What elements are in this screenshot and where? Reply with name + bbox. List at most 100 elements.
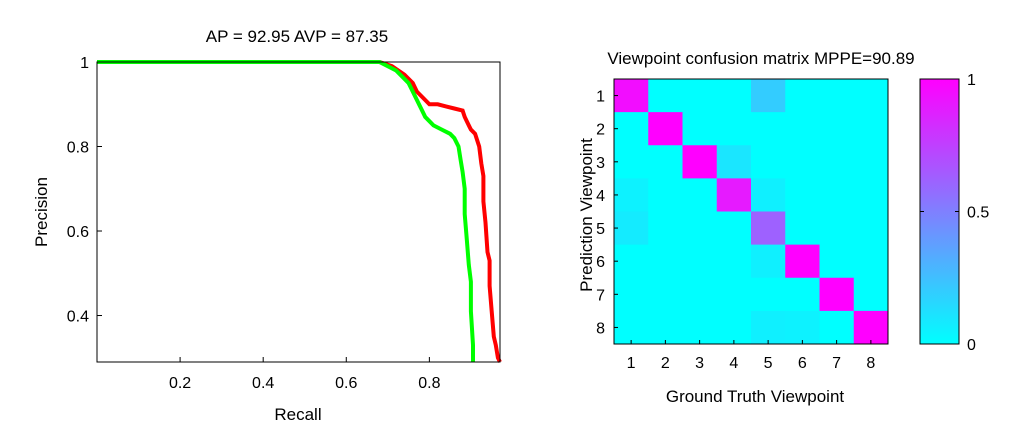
cm-cell [853, 244, 889, 279]
cm-y-tick-label: 2 [596, 122, 605, 139]
cm-cell [819, 244, 855, 279]
cm-y-tick-label: 3 [596, 155, 605, 172]
cm-x-tick-label: 6 [798, 355, 807, 372]
cm-cell [682, 145, 718, 179]
cm-cell [785, 112, 820, 146]
pr-y-tick-label: 0.8 [67, 140, 89, 157]
cm-cell [751, 112, 786, 146]
cm-cell [682, 244, 718, 279]
cm-cell [785, 79, 820, 113]
cm-cell [614, 145, 649, 179]
pr-x-tick-label: 0.4 [252, 375, 274, 392]
cm-cell [682, 277, 718, 312]
cm-cell [648, 244, 683, 279]
pr-series-lines [97, 60, 502, 363]
cm-x-tick-label: 3 [695, 355, 704, 372]
cm-x-tick-label: 8 [866, 355, 875, 372]
cm-cell [819, 310, 855, 345]
pr-chart-title: AP = 92.95 AVP = 87.35 [206, 27, 388, 46]
colorbar-tick-label: 1 [967, 72, 976, 89]
cm-cell [819, 112, 855, 146]
cm-cell [819, 211, 855, 246]
cm-cell [785, 211, 820, 246]
cm-plot-frame [613, 78, 889, 345]
cm-cell [648, 211, 683, 246]
colorbar-tick-label: 0.5 [967, 205, 989, 222]
cm-cell [648, 79, 683, 113]
cm-cell [614, 310, 649, 345]
cm-cell [819, 178, 855, 213]
cm-cell [614, 277, 649, 312]
pr-series-line-2 [97, 60, 475, 362]
cm-cell [751, 145, 786, 179]
cm-cell [853, 211, 889, 246]
cm-cell [716, 310, 752, 345]
pr-curve-chart: AP = 92.95 AVP = 87.35 0.2 0.4 0.6 0.8 0.40… [32, 27, 502, 424]
cm-cell [751, 277, 786, 312]
colorbar-gradient [919, 78, 960, 345]
cm-cell [682, 79, 718, 113]
cm-cell [785, 145, 820, 179]
cm-y-tick-label: 7 [596, 287, 605, 304]
cm-cell [648, 277, 683, 312]
cm-cell [716, 112, 752, 146]
cm-cell [682, 178, 718, 213]
cm-cell [614, 178, 649, 213]
cm-cell [853, 178, 889, 213]
cm-y-axis-label: Prediction Viewpoint [577, 138, 596, 292]
pr-x-tick-label: 0.8 [418, 375, 440, 392]
cm-cell [853, 310, 889, 345]
cm-cell [819, 277, 855, 312]
cm-cell [751, 310, 786, 345]
cm-cell [682, 112, 718, 146]
cm-cells [614, 79, 889, 345]
pr-x-ticks: 0.2 0.4 0.6 0.8 [169, 357, 441, 392]
cm-cell [614, 112, 649, 146]
cm-cell [853, 145, 889, 179]
cm-cell [648, 178, 683, 213]
pr-series-line-1 [97, 60, 502, 363]
cm-y-tick-label: 4 [596, 188, 605, 205]
cm-cell [716, 145, 752, 179]
cm-cell [853, 277, 889, 312]
cm-cell [648, 112, 683, 146]
cm-cell [648, 145, 683, 179]
cm-cell [751, 211, 786, 246]
cm-y-ticks: 1 2 3 4 5 6 7 8 [596, 89, 618, 337]
colorbar-ticks: 00.51 [920, 72, 989, 354]
cm-cell [682, 310, 718, 345]
pr-y-tick-label: 0.6 [67, 224, 89, 241]
cm-x-tick-label: 7 [832, 355, 841, 372]
pr-y-axis-label: Precision [32, 177, 51, 247]
cm-y-tick-label: 5 [596, 221, 605, 238]
cm-cell [785, 310, 820, 345]
cm-cell [853, 112, 889, 146]
pr-x-axis-label: Recall [274, 405, 321, 424]
cm-cell [853, 79, 889, 113]
cm-x-ticks: 1 2 3 4 5 6 7 8 [627, 340, 875, 372]
cm-cell [819, 145, 855, 179]
cm-x-tick-label: 4 [729, 355, 738, 372]
cm-cell [751, 79, 786, 113]
cm-cell [716, 79, 752, 113]
confusion-matrix-chart: Viewpoint confusion matrix MPPE=90.89 1 2… [577, 49, 989, 406]
pr-y-tick-label: 1 [80, 55, 89, 72]
cm-x-tick-label: 2 [661, 355, 670, 372]
pr-y-ticks: 0.4 0.6 0.8 1 [67, 55, 102, 326]
cm-cell [785, 178, 820, 213]
colorbar-tick-label: 0 [967, 337, 976, 354]
cm-cell [648, 310, 683, 345]
cm-cell [751, 178, 786, 213]
cm-cell [785, 244, 820, 279]
cm-cell [682, 211, 718, 246]
cm-chart-title: Viewpoint confusion matrix MPPE=90.89 [607, 49, 914, 68]
cm-cell [716, 277, 752, 312]
pr-plot-frame [96, 61, 501, 363]
cm-x-axis-label: Ground Truth Viewpoint [666, 387, 845, 406]
pr-y-tick-label: 0.4 [67, 309, 89, 326]
cm-cell [614, 244, 649, 279]
cm-cell [716, 178, 752, 213]
pr-x-tick-label: 0.6 [335, 375, 357, 392]
cm-y-tick-label: 1 [596, 89, 605, 106]
cm-y-tick-label: 6 [596, 254, 605, 271]
